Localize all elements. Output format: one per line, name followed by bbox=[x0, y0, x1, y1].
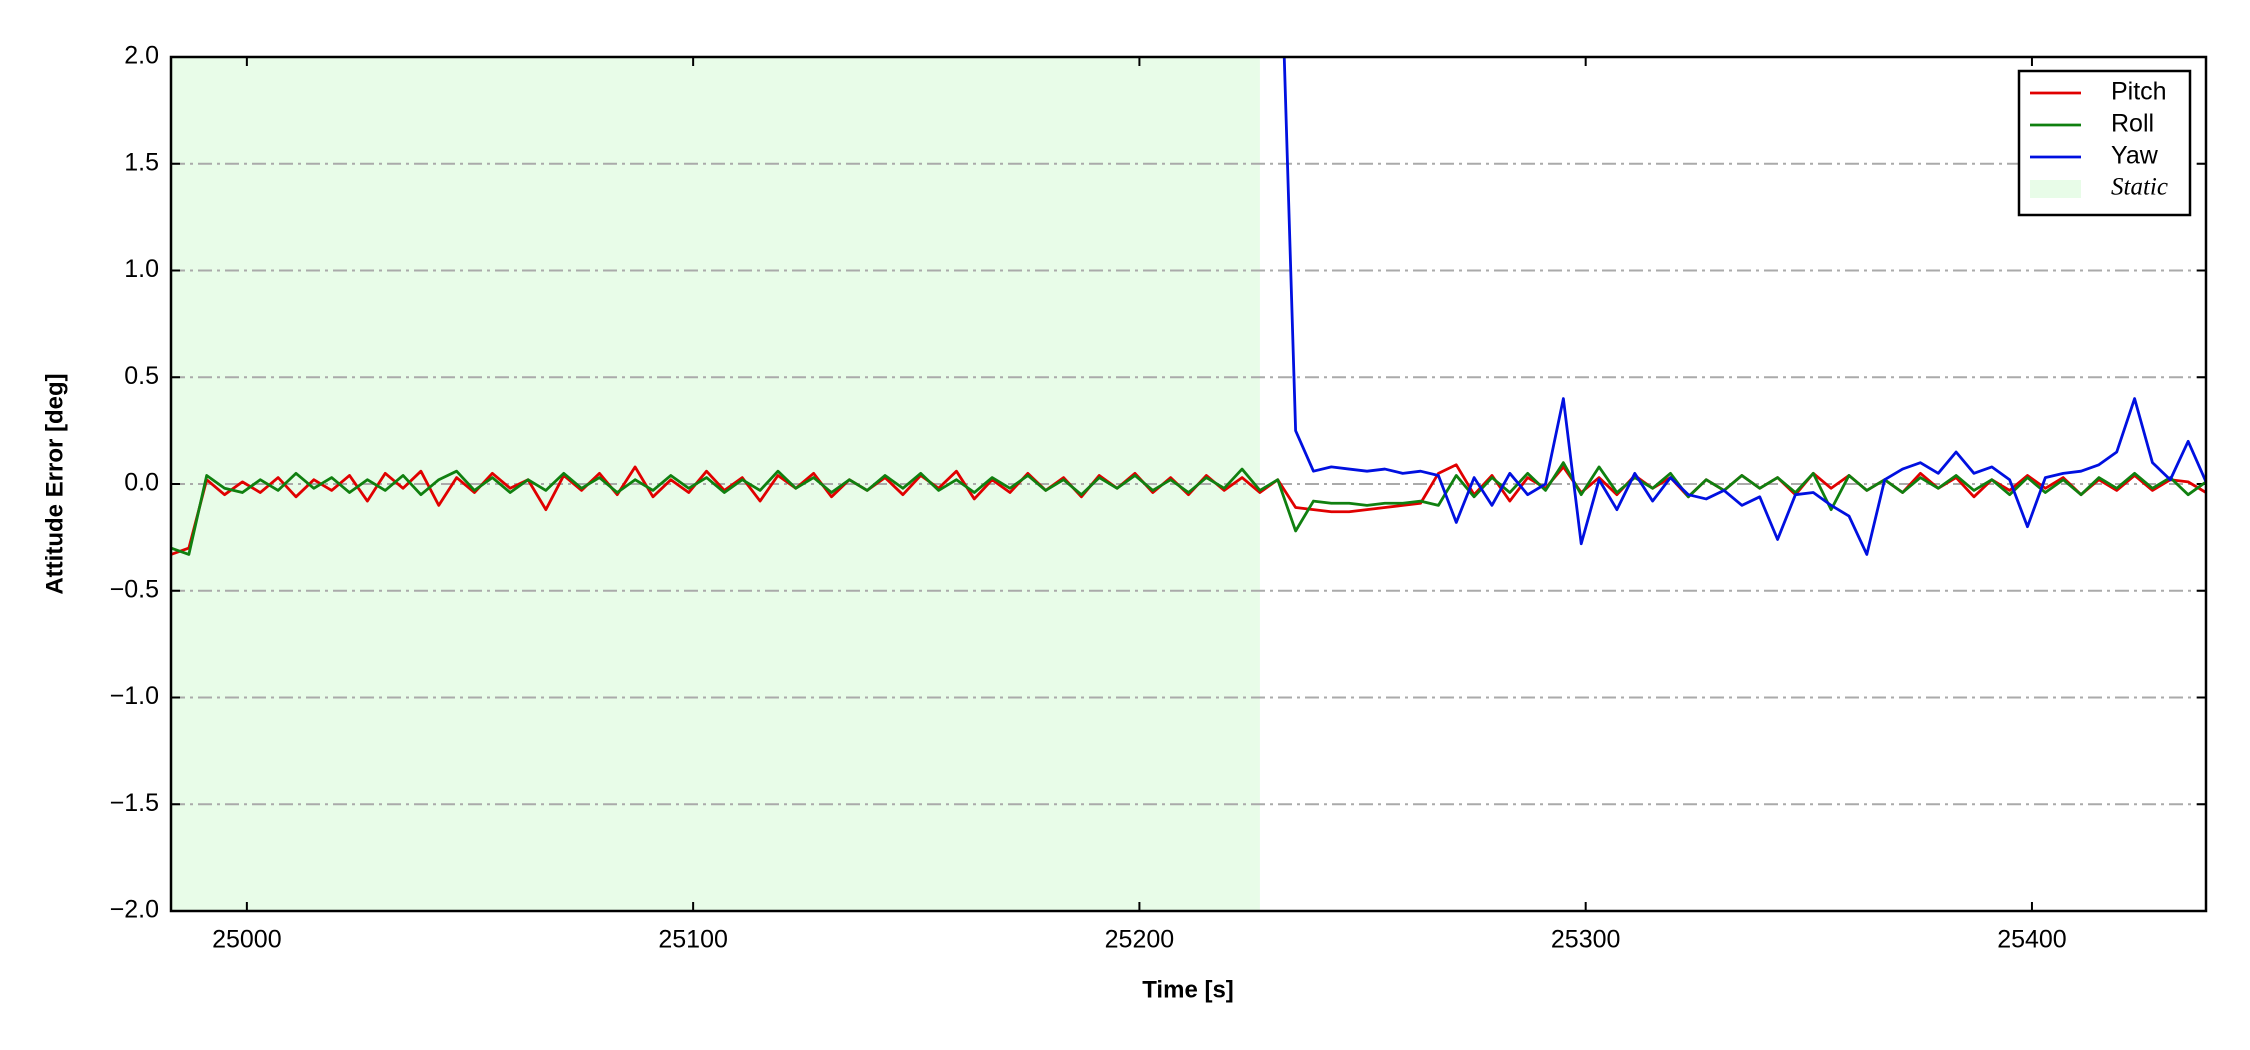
y-tick-label: −2.0 bbox=[110, 896, 159, 924]
x-tick-label: 25100 bbox=[658, 926, 728, 954]
y-tick-label: 1.0 bbox=[124, 255, 159, 283]
legend-swatch bbox=[2030, 180, 2081, 198]
legend-label: Yaw bbox=[2111, 142, 2159, 170]
x-tick-label: 25200 bbox=[1105, 926, 1175, 954]
legend-label: Pitch bbox=[2111, 78, 2167, 106]
y-tick-label: 0.5 bbox=[124, 362, 159, 390]
series-lines bbox=[171, 57, 2206, 556]
y-tick-label: −1.5 bbox=[110, 789, 159, 817]
y-tick-label: 0.0 bbox=[124, 469, 159, 497]
plot-frame bbox=[169, 55, 2208, 913]
x-tick-label: 25400 bbox=[1997, 926, 2067, 954]
legend-label: Roll bbox=[2111, 110, 2154, 138]
y-tick-label: 1.5 bbox=[124, 148, 159, 176]
line-series bbox=[1282, 57, 2206, 556]
x-tick-label: 25000 bbox=[212, 926, 282, 954]
y-axis-label: Attitude Error [deg] bbox=[41, 373, 68, 594]
legend-label: Static bbox=[2111, 174, 2168, 201]
line-series bbox=[171, 461, 2206, 556]
y-tick-label: 2.0 bbox=[124, 42, 159, 70]
legend: Pitch Roll Yaw Static bbox=[2017, 69, 2192, 217]
y-tick-label: −1.0 bbox=[110, 682, 159, 710]
y-tick-label: −0.5 bbox=[110, 575, 159, 603]
plot-area bbox=[171, 57, 2206, 911]
x-axis-label: Time [s] bbox=[1142, 976, 1234, 1003]
x-tick-label: 25300 bbox=[1551, 926, 1621, 954]
